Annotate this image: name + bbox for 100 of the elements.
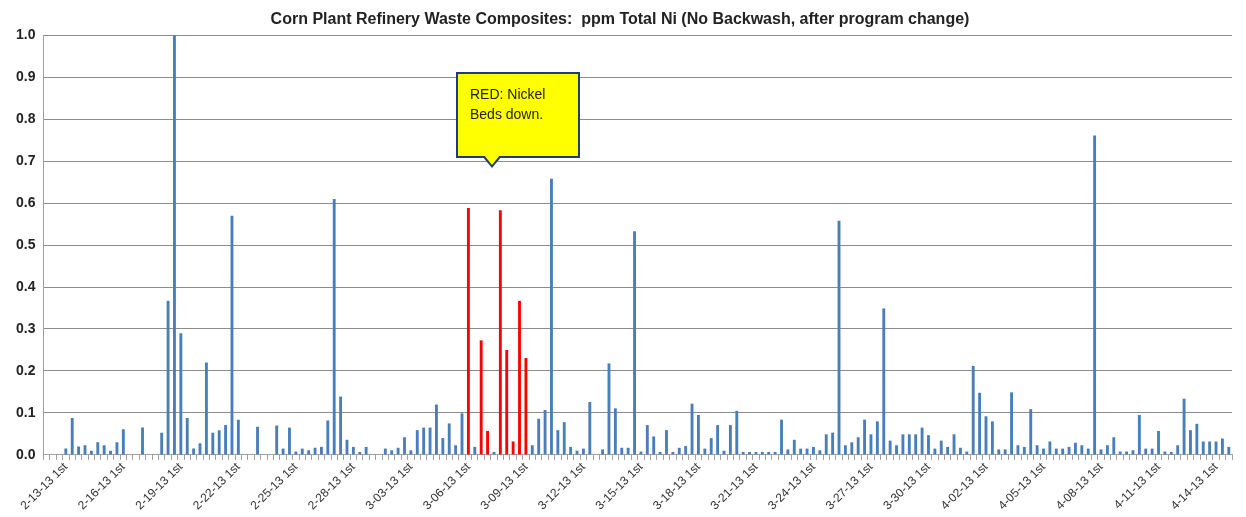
bar [556, 430, 560, 455]
bar [396, 447, 400, 455]
bar [1157, 430, 1160, 455]
bar [275, 425, 279, 455]
bar [1195, 423, 1199, 455]
bar [498, 210, 502, 455]
bar [409, 450, 413, 455]
bar [256, 426, 259, 455]
bar [1035, 445, 1039, 455]
bar [1220, 438, 1224, 455]
bar [780, 419, 783, 455]
bar [978, 392, 982, 455]
y-tick-label: 0.7 [15, 151, 36, 168]
bar [895, 445, 898, 455]
y-tick-label: 0.0 [15, 445, 36, 462]
bar [1093, 135, 1097, 455]
bar [236, 419, 240, 455]
bar [537, 418, 541, 455]
bar [914, 434, 918, 455]
bar [466, 208, 470, 455]
bar [415, 430, 419, 455]
bar [288, 427, 291, 455]
bar [179, 333, 183, 455]
bar [1016, 445, 1020, 455]
bar [633, 231, 636, 455]
bar [716, 425, 720, 455]
bar [204, 362, 208, 455]
bar [626, 447, 630, 455]
bar [1189, 430, 1192, 455]
bar [882, 308, 886, 455]
bar [1227, 446, 1231, 455]
bar [677, 447, 681, 455]
bar [939, 440, 943, 455]
bar [786, 449, 790, 455]
bar [339, 396, 343, 455]
bar [569, 446, 573, 455]
bar [543, 409, 547, 455]
chart-title: Corn Plant Refinery Waste Composites: ppm Total Ni (No Backwash, after program change) [270, 10, 970, 28]
bar [1112, 437, 1116, 455]
bar [1010, 392, 1013, 455]
bar [1048, 441, 1052, 455]
bar [665, 430, 668, 455]
bar [441, 438, 445, 455]
bar [505, 349, 509, 455]
bar [863, 419, 867, 455]
bar [422, 427, 426, 455]
bar [792, 439, 796, 455]
bar [697, 415, 700, 455]
bar [971, 365, 975, 455]
bar [447, 423, 451, 455]
bar [601, 449, 605, 455]
bar [307, 450, 311, 455]
bar [160, 432, 164, 455]
bar [901, 434, 905, 455]
y-tick-label: 0.5 [15, 235, 36, 252]
bar [173, 35, 176, 455]
y-tick-label: 0.6 [15, 193, 36, 210]
bar [332, 198, 336, 455]
bar [326, 420, 330, 455]
bar [1022, 446, 1026, 455]
y-tick-label: 0.1 [15, 403, 36, 420]
bar [486, 430, 489, 455]
bar [562, 422, 566, 455]
bar [1176, 445, 1180, 455]
bar [1074, 442, 1077, 455]
bar [1208, 441, 1212, 455]
bar [217, 430, 221, 455]
bar [390, 450, 394, 455]
bar [211, 432, 215, 455]
bar [907, 434, 911, 455]
bar [121, 429, 125, 455]
bar [1080, 445, 1084, 455]
bar [96, 442, 100, 455]
bar [613, 408, 617, 455]
bar [185, 417, 189, 455]
bar [1201, 441, 1205, 455]
y-tick-label: 0.2 [15, 361, 36, 378]
bar [831, 432, 835, 455]
bar [824, 434, 828, 455]
bar [652, 436, 656, 455]
bar [843, 445, 847, 455]
bar [588, 402, 592, 455]
bar [473, 446, 477, 455]
bar [403, 437, 406, 455]
bar [927, 435, 930, 455]
bar [875, 421, 879, 455]
bar [550, 178, 553, 455]
bar [524, 357, 528, 455]
y-tick-label: 0.8 [15, 110, 36, 126]
bar [454, 445, 458, 455]
y-tick-label: 0.4 [15, 277, 36, 294]
bar [946, 446, 950, 455]
bar [1105, 445, 1109, 455]
bar [620, 447, 624, 455]
bar [850, 442, 854, 455]
bar [518, 300, 521, 455]
bar [1182, 398, 1186, 455]
bar [166, 300, 170, 455]
bar [728, 425, 732, 455]
y-tick-label: 0.9 [15, 68, 36, 85]
